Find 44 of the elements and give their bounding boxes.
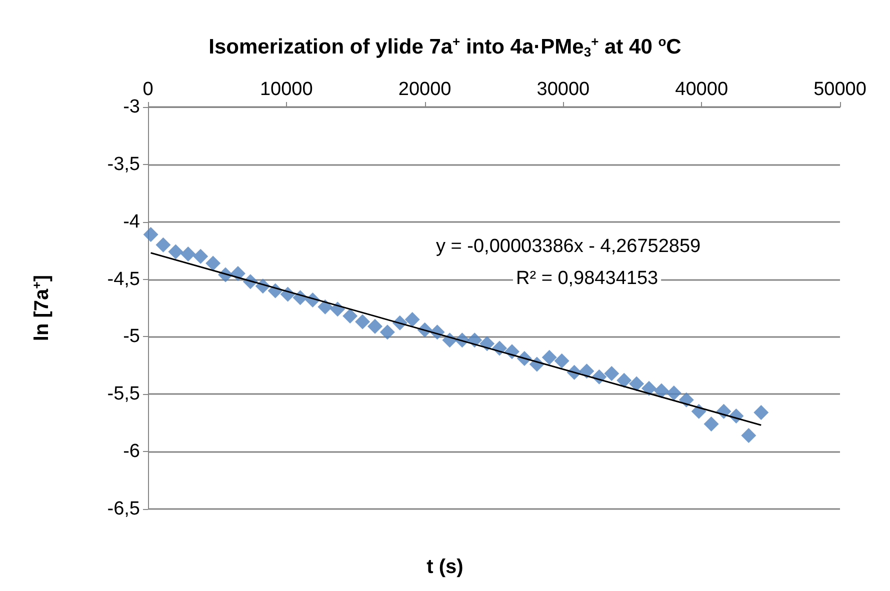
point [642, 380, 657, 396]
point [156, 237, 171, 252]
y-tick-label: -6,5 [107, 498, 140, 520]
y-tick-label: -4 [123, 211, 140, 232]
point [143, 226, 158, 242]
point [342, 308, 358, 324]
point [480, 336, 495, 352]
y-tick-label: -6 [123, 441, 140, 462]
x-tick-label: 20000 [398, 79, 452, 100]
x-tick-label: 0 [142, 79, 154, 100]
y-axis-title: ln [7a+] [30, 274, 53, 342]
point [367, 318, 382, 334]
point [604, 366, 620, 381]
point [754, 405, 769, 420]
point [616, 372, 632, 388]
point [666, 385, 682, 400]
annotation: y = -0,00003386x - 4,26752859 [436, 236, 701, 257]
point [554, 353, 570, 368]
point [380, 324, 395, 340]
point [404, 312, 420, 327]
point [467, 332, 482, 348]
point [193, 248, 208, 264]
annotation: R² = 0,98434153 [516, 268, 658, 289]
point [542, 350, 557, 365]
y-tick-label: -3,5 [107, 154, 140, 175]
x-tick-label: 50000 [814, 79, 866, 100]
x-tick-label: 30000 [536, 79, 590, 100]
point [741, 428, 756, 443]
point [206, 256, 221, 271]
point [168, 244, 184, 260]
x-tick-label: 10000 [260, 79, 313, 100]
x-axis-title: t (s) [426, 556, 464, 578]
point [318, 299, 333, 314]
y-tick-label: -4,5 [107, 268, 140, 290]
point [579, 364, 594, 379]
point [629, 376, 644, 392]
y-tick-label: -5 [123, 326, 140, 348]
point [355, 314, 370, 330]
x-tick-label: 40000 [675, 79, 728, 100]
point [180, 246, 196, 262]
point [704, 416, 719, 432]
point [654, 383, 669, 398]
y-tick-label: -5,5 [107, 384, 140, 405]
y-tick-label: -3 [123, 96, 140, 118]
